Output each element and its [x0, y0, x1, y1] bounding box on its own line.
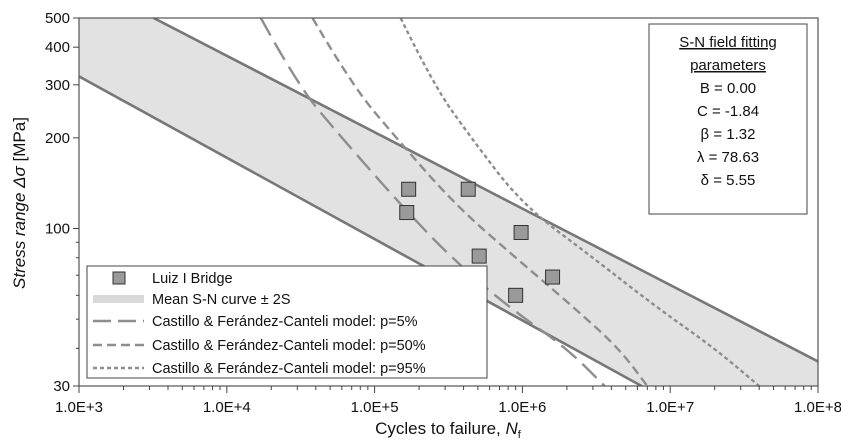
sn-band-fill: [79, 18, 818, 386]
model-line-p50: [311, 18, 649, 386]
x-axis-title: Cycles to failure, Nf: [375, 419, 522, 441]
plot-frame: [78, 17, 819, 387]
y-tick-label-6: 500: [45, 10, 70, 27]
legend-box: [86, 265, 488, 379]
parameter-lambda: λ = 78.63: [697, 149, 759, 166]
y-tick-label-5: 400: [45, 39, 70, 56]
parameter-delta: δ = 5.55: [701, 172, 756, 189]
legend: Luiz I Bridge Mean S-N curve ± 2S Castil…: [86, 265, 488, 379]
legend-label-p95: Castillo & Ferández-Canteli model: p=95%: [152, 361, 426, 377]
parameter-c: C = -1.84: [697, 103, 759, 120]
plot-area: [79, 18, 818, 386]
x-axis: 1.0E+3 1.0E+4 1.0E+5 1.0E+6 1.0E+7 1.0E+8: [55, 386, 841, 416]
data-marker-6: [508, 287, 524, 303]
x-tick-label-2: 1.0E+4: [203, 399, 251, 416]
x-tick-label-4: 1.0E+6: [498, 399, 546, 416]
data-marker-5: [513, 225, 529, 241]
data-marker-1: [401, 181, 417, 197]
x-tick-label-6: 1.0E+8: [794, 399, 841, 416]
model-line-p95: [399, 18, 760, 386]
data-markers: [399, 181, 561, 303]
parameter-beta: β = 1.32: [701, 126, 756, 143]
model-line-p5: [259, 18, 606, 386]
y-tick-label-1: 30: [53, 378, 70, 395]
legend-label-p5: Castillo & Ferández-Canteli model: p=5%: [152, 314, 418, 330]
parameters-title-line-1: S-N field fitting: [679, 34, 777, 51]
legend-label-p50: Castillo & Ferández-Canteli model: p=50%: [152, 338, 426, 354]
x-tick-label-5: 1.0E+7: [646, 399, 694, 416]
y-axis: 30 100 200 300 400 500: [45, 10, 79, 395]
y-tick-label-2: 100: [45, 221, 70, 238]
y-tick-label-4: 300: [45, 77, 70, 94]
parameter-b: B = 0.00: [700, 80, 756, 97]
x-tick-label-1: 1.0E+3: [55, 399, 103, 416]
x-tick-label-3: 1.0E+5: [351, 399, 399, 416]
y-axis-title: Stress range Δσ [MPa]: [10, 117, 29, 289]
legend-marker-square: [112, 271, 126, 285]
data-marker-4: [471, 248, 487, 264]
y-tick-label-3: 200: [45, 130, 70, 147]
parameters-box: S-N field fitting parameters B = 0.00 C …: [648, 23, 808, 215]
parameters-title-line-2: parameters: [690, 57, 766, 74]
legend-label-band: Mean S-N curve ± 2S: [152, 292, 291, 308]
data-marker-2: [399, 205, 415, 221]
legend-label-bridge: Luiz I Bridge: [152, 271, 233, 287]
parameters-box-frame: [648, 23, 808, 215]
sn-band-upper-edge: [153, 18, 818, 363]
data-marker-7: [545, 269, 561, 285]
data-marker-3: [460, 181, 476, 197]
